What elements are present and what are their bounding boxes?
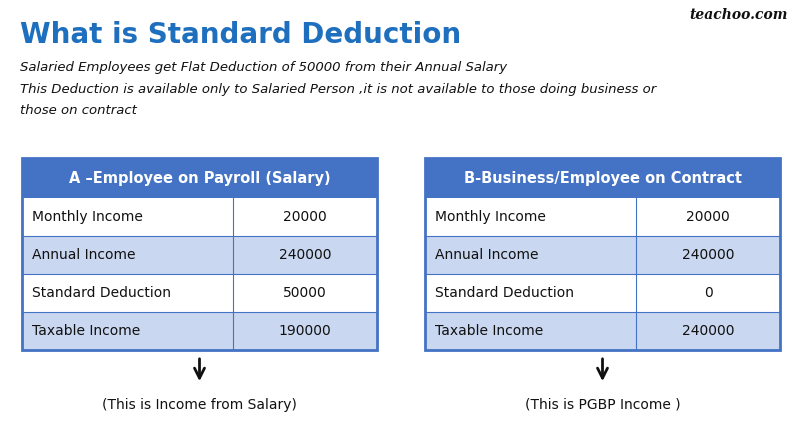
Bar <box>425 158 780 198</box>
Text: teachoo.com: teachoo.com <box>690 8 788 22</box>
Text: Monthly Income: Monthly Income <box>435 210 546 224</box>
Text: B-Business/Employee on Contract: B-Business/Employee on Contract <box>463 170 742 185</box>
Text: Standard Deduction: Standard Deduction <box>435 286 574 300</box>
Bar <box>22 312 377 350</box>
Bar <box>22 198 377 236</box>
Text: 190000: 190000 <box>278 324 331 338</box>
Text: Monthly Income: Monthly Income <box>32 210 143 224</box>
Bar <box>22 236 377 274</box>
Bar <box>22 274 377 312</box>
Text: This Deduction is available only to Salaried Person ,it is not available to thos: This Deduction is available only to Sala… <box>20 84 656 97</box>
Text: 240000: 240000 <box>682 324 734 338</box>
Text: Standard Deduction: Standard Deduction <box>32 286 171 300</box>
Bar <box>425 236 780 274</box>
Text: 240000: 240000 <box>682 248 734 262</box>
Text: those on contract: those on contract <box>20 103 137 117</box>
Bar <box>425 312 780 350</box>
Bar <box>22 158 377 350</box>
Text: 50000: 50000 <box>283 286 327 300</box>
Text: 0: 0 <box>704 286 713 300</box>
Text: (This is PGBP Income ): (This is PGBP Income ) <box>525 398 680 412</box>
Text: 20000: 20000 <box>686 210 730 224</box>
Text: A –Employee on Payroll (Salary): A –Employee on Payroll (Salary) <box>69 170 330 185</box>
Bar <box>425 274 780 312</box>
Text: What is Standard Deduction: What is Standard Deduction <box>20 21 461 49</box>
Text: Annual Income: Annual Income <box>435 248 538 262</box>
Text: Taxable Income: Taxable Income <box>32 324 140 338</box>
Bar <box>425 158 780 350</box>
Text: (This is Income from Salary): (This is Income from Salary) <box>102 398 297 412</box>
Bar <box>22 158 377 198</box>
Text: Salaried Employees get Flat Deduction of 50000 from their Annual Salary: Salaried Employees get Flat Deduction of… <box>20 61 507 75</box>
Text: 240000: 240000 <box>279 248 331 262</box>
Text: 20000: 20000 <box>283 210 327 224</box>
Text: Taxable Income: Taxable Income <box>435 324 543 338</box>
Bar <box>425 198 780 236</box>
Text: Annual Income: Annual Income <box>32 248 135 262</box>
